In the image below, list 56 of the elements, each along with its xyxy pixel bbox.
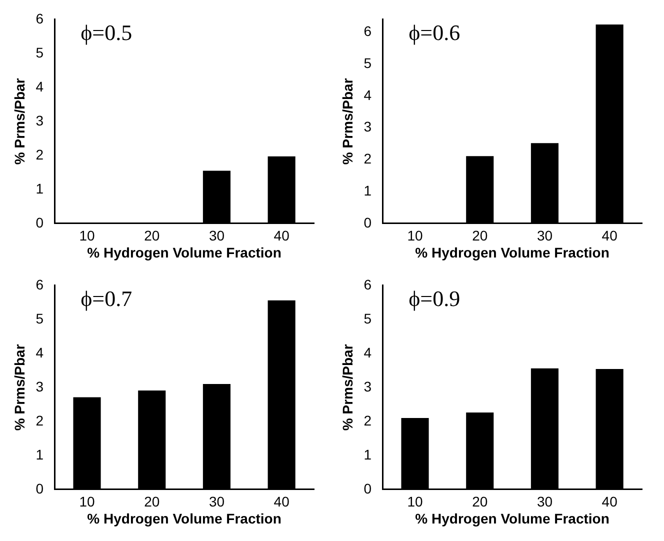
x-axis-title: % Hydrogen Volume Fraction	[87, 510, 282, 526]
x-tick-label: 10	[407, 494, 424, 510]
x-tick-label: 40	[602, 494, 618, 510]
y-tick-label: 2	[364, 150, 372, 167]
x-tick-label: 20	[144, 494, 160, 510]
annotation: ϕ=0.7	[80, 286, 132, 312]
y-tick-label: 6	[364, 276, 372, 292]
y-tick-label: 4	[36, 78, 44, 94]
y-tick-label: 3	[364, 378, 372, 394]
x-tick-label: 30	[536, 494, 553, 510]
y-tick-label: 4	[364, 344, 372, 360]
x-tick-label: 10	[79, 494, 96, 510]
y-tick-label: 5	[364, 310, 372, 326]
y-axis-title: % Prms/Pbar	[339, 344, 356, 431]
y-tick-label: 3	[36, 112, 44, 128]
annotation: ϕ=0.5	[80, 20, 132, 46]
x-tick-label: 20	[472, 494, 488, 510]
y-tick-label: 6	[364, 23, 372, 40]
y-tick-label: 3	[36, 378, 44, 394]
y-tick-label: 2	[36, 412, 44, 428]
x-tick-label: 10	[407, 228, 424, 244]
y-tick-label: 5	[36, 310, 44, 326]
y-tick-label: 6	[36, 276, 44, 292]
y-tick-label: 0	[36, 214, 44, 230]
y-tick-label: 3	[364, 118, 372, 135]
x-tick-label: 40	[274, 228, 290, 244]
y-tick-label: 1	[36, 180, 44, 196]
annotation: ϕ=0.6	[408, 20, 460, 46]
y-tick-label: 6	[36, 10, 44, 26]
y-tick-label: 4	[364, 86, 372, 103]
y-axis-title: % Prms/Pbar	[11, 344, 28, 431]
y-tick-label: 5	[364, 54, 372, 71]
x-tick-label: 40	[602, 228, 618, 244]
y-tick-label: 2	[36, 146, 44, 162]
x-axis-title: % Hydrogen Volume Fraction	[415, 244, 610, 260]
x-tick-label: 30	[208, 494, 225, 510]
y-tick-label: 2	[364, 412, 372, 428]
x-tick-label: 30	[208, 228, 225, 244]
y-tick-label: 0	[36, 480, 44, 496]
x-tick-label: 30	[536, 228, 553, 244]
y-tick-label: 0	[364, 480, 372, 496]
y-tick-label: 0	[364, 214, 372, 230]
y-tick-label: 4	[36, 344, 44, 360]
y-axis-title: % Prms/Pbar	[11, 78, 28, 165]
x-axis-title: % Hydrogen Volume Fraction	[415, 510, 610, 526]
y-axis-title: % Prms/Pbar	[339, 78, 356, 165]
x-axis-title: % Hydrogen Volume Fraction	[87, 244, 282, 260]
x-tick-label: 20	[144, 228, 160, 244]
y-tick-label: 1	[364, 446, 372, 462]
x-tick-label: 10	[79, 228, 96, 244]
y-tick-label: 1	[36, 446, 44, 462]
x-tick-label: 40	[274, 494, 290, 510]
annotation: ϕ=0.9	[408, 286, 460, 312]
y-tick-label: 1	[364, 182, 372, 198]
x-tick-label: 20	[472, 228, 488, 244]
y-tick-label: 5	[36, 44, 44, 60]
